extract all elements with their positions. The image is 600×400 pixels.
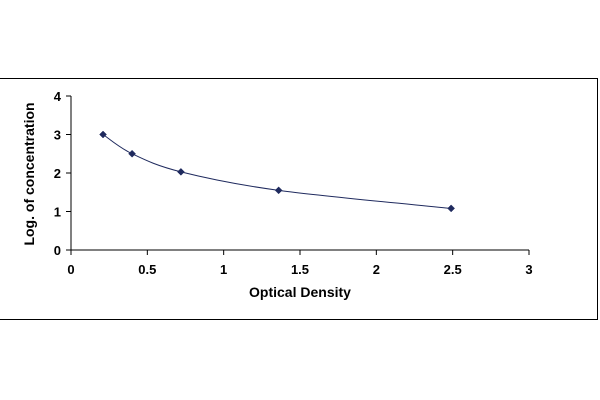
data-point: [274, 186, 283, 195]
ticks: 0 0.5 1 1.5 2 2.5 3 0 1 2 3 4: [54, 89, 533, 277]
x-tick-label: 3: [525, 262, 532, 277]
y-tick-label: 3: [54, 128, 61, 143]
series-line: [102, 134, 452, 209]
x-tick-label: 2.5: [444, 262, 462, 277]
x-tick-label: 0: [67, 262, 74, 277]
series-curve: [102, 134, 452, 209]
data-points: [99, 130, 455, 213]
data-point: [99, 130, 107, 139]
x-tick-label: 2: [373, 262, 380, 277]
x-tick-label: 1: [220, 262, 227, 277]
y-axis-title: Log. of concentration: [21, 102, 37, 245]
data-point: [177, 167, 185, 176]
data-point: [447, 204, 455, 213]
y-tick-label: 1: [54, 205, 61, 220]
chart-frame: [0, 78, 598, 320]
x-axis-title: Optical Density: [249, 284, 351, 300]
y-tick-label: 0: [54, 243, 61, 258]
y-tick-label: 2: [54, 166, 61, 181]
y-tick-label: 4: [54, 89, 62, 104]
x-tick-label: 1.5: [291, 262, 309, 277]
data-point: [128, 149, 136, 158]
axes: [70, 96, 529, 251]
x-tick-label: 0.5: [138, 262, 156, 277]
